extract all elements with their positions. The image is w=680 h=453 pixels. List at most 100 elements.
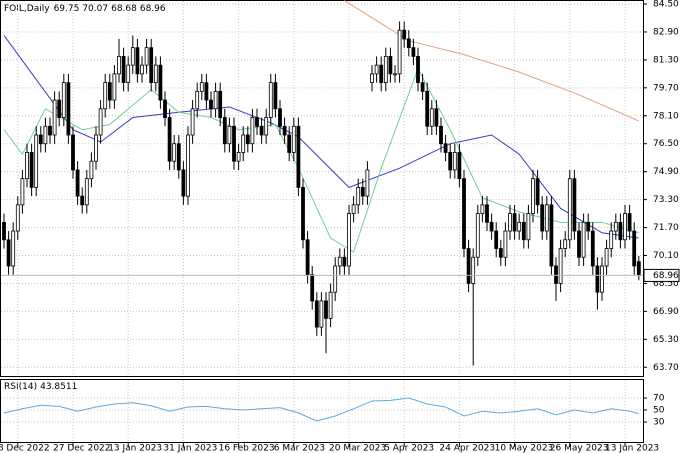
candle-body xyxy=(144,47,149,66)
candle-body xyxy=(25,152,29,180)
candle-body xyxy=(84,178,89,206)
candle-body xyxy=(310,274,315,302)
y-tick-label: 66.90 xyxy=(653,307,679,317)
candle-body xyxy=(434,108,439,127)
candle-body xyxy=(452,152,457,171)
candle-body xyxy=(324,300,328,319)
close: 68.96 xyxy=(140,4,166,14)
candle-body xyxy=(462,178,466,249)
candle-body xyxy=(328,291,333,319)
high: 70.07 xyxy=(82,4,108,14)
y-tick-label: 65.30 xyxy=(653,335,679,345)
candle-body xyxy=(333,265,338,293)
candle-body xyxy=(34,134,39,188)
candle-body xyxy=(567,178,572,241)
candle-body xyxy=(6,239,11,267)
candle-body xyxy=(563,239,568,249)
candle-body xyxy=(2,221,6,241)
candle-body xyxy=(268,82,273,118)
candle-body xyxy=(632,230,637,267)
candle-body xyxy=(107,82,112,101)
candle-body xyxy=(98,108,103,136)
candle-body xyxy=(347,213,351,267)
x-tick-label: 10 May 2023 xyxy=(495,444,554,453)
candle-body xyxy=(503,230,508,258)
candle-body xyxy=(544,204,549,232)
candle-body xyxy=(305,239,310,276)
chart-title: FOIL,Daily 69.75 70.07 68.68 68.96 xyxy=(4,4,166,14)
candle-body xyxy=(250,117,255,145)
candle-body xyxy=(517,221,522,232)
candle-body xyxy=(623,213,627,241)
y-tick-label: 84.50 xyxy=(653,0,679,10)
rsi-name: RSI(14) xyxy=(4,382,37,392)
x-tick-label: 27 Dec 2022 xyxy=(53,444,111,453)
candle-body xyxy=(489,221,494,232)
candle-body xyxy=(508,213,512,232)
candle-body xyxy=(393,73,397,76)
y-tick-label: 78.10 xyxy=(653,111,679,121)
candle-body xyxy=(149,47,154,84)
candle-body xyxy=(498,248,503,258)
x-tick-label: 16 Feb 2023 xyxy=(219,444,275,453)
candle-body xyxy=(199,82,204,92)
candle-body xyxy=(388,56,393,75)
candle-body xyxy=(457,152,462,180)
x-tick-label: 8 Dec 2022 xyxy=(0,444,50,453)
candle-body xyxy=(586,221,591,232)
candle-body xyxy=(411,47,416,57)
candle-body xyxy=(613,221,618,232)
candle-body xyxy=(218,90,223,118)
candle-body xyxy=(167,117,172,162)
candle-body xyxy=(291,125,296,153)
candle-body xyxy=(190,108,195,136)
candle-body xyxy=(406,38,411,49)
candle-body xyxy=(245,134,250,145)
candle-body xyxy=(577,230,581,258)
candle-body xyxy=(466,248,471,284)
candle-body xyxy=(204,82,209,101)
y-tick-label: 71.70 xyxy=(653,223,679,233)
candle-body xyxy=(130,47,135,66)
candle-body xyxy=(126,64,131,84)
candle-body xyxy=(420,82,425,92)
candle-body xyxy=(337,256,342,267)
candle-body xyxy=(397,29,402,75)
x-tick-label: 24 Apr 2023 xyxy=(439,444,495,453)
candle-body xyxy=(94,134,98,162)
candle-body xyxy=(535,178,540,206)
x-tick-label: 13 Jan 2023 xyxy=(108,444,162,453)
candle-body xyxy=(20,178,25,206)
candle-body xyxy=(402,29,407,40)
candle-body xyxy=(241,134,246,153)
candle-body xyxy=(112,73,117,101)
candle-body xyxy=(103,82,108,110)
candle-body xyxy=(11,230,16,267)
candle-body xyxy=(236,152,241,162)
candle-body xyxy=(314,300,319,328)
y-tick-label: 70.10 xyxy=(653,251,679,261)
candle-body xyxy=(590,230,595,267)
candle-body xyxy=(429,108,434,127)
rsi-tick-label: 50 xyxy=(653,406,665,416)
y-tick-label: 63.70 xyxy=(653,363,679,373)
main-frame xyxy=(0,0,644,377)
candle-body xyxy=(494,230,499,249)
candle-body xyxy=(278,108,282,127)
candle-body xyxy=(471,256,476,284)
candle-body xyxy=(370,73,374,84)
candle-body xyxy=(581,221,586,258)
candle-body xyxy=(176,143,181,171)
candle-body xyxy=(172,143,177,162)
candle-body xyxy=(195,90,200,110)
candle-body xyxy=(153,64,158,84)
candle-body xyxy=(158,64,163,101)
candle-body xyxy=(604,248,609,267)
candle-body xyxy=(549,204,554,267)
candle-body xyxy=(89,160,94,180)
x-tick-label: 13 Jun 2023 xyxy=(605,444,659,453)
candle-body xyxy=(117,56,121,75)
y-tick-label: 73.30 xyxy=(653,195,679,205)
candle-body xyxy=(351,204,356,214)
rsi-line xyxy=(3,397,639,422)
